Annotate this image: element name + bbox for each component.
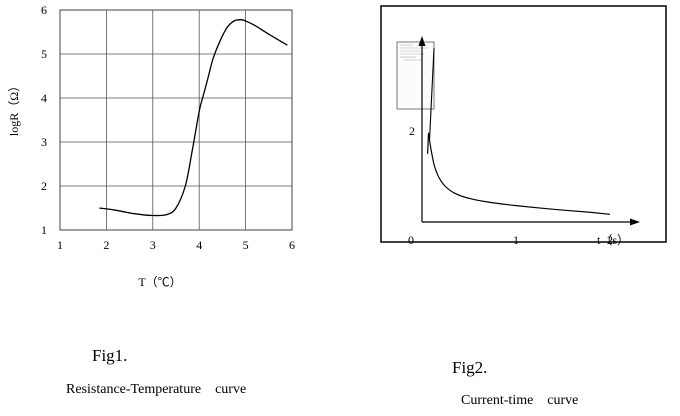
- fig1-x-axis-label: T（℃）: [138, 275, 181, 289]
- fig1-y-tick-label: 4: [41, 91, 47, 105]
- fig2-series-line: [427, 132, 611, 215]
- fig2-x-axis-label: t（s）: [597, 233, 629, 247]
- fig2-y-axis-arrowhead: [418, 36, 426, 46]
- fig2-inset-box: [396, 41, 435, 110]
- fig1-x-tick-label: 4: [196, 238, 202, 252]
- fig2-frame: [380, 5, 667, 243]
- fig1-series: [99, 19, 288, 217]
- fig2-inset-scribbles: [400, 44, 428, 61]
- fig1-x-tick-label: 3: [150, 238, 156, 252]
- fig1-x-tick-label: 1: [57, 238, 63, 252]
- fig2-subcaption: Current-time curve: [461, 393, 578, 408]
- fig1-y-tick-label: 3: [41, 135, 47, 149]
- fig1-x-tick-label: 6: [289, 238, 295, 252]
- fig1-y-tick-labels: 1 2 3 4 5 6: [41, 3, 47, 237]
- fig2-x-axis-arrowhead: [630, 218, 640, 226]
- fig1-plot-frame: [59, 9, 293, 231]
- fig1-y-tick-label: 5: [41, 47, 47, 61]
- fig1-series-line: [99, 19, 288, 217]
- fig1-caption: Fig1.: [92, 346, 127, 365]
- fig1-x-tick-label: 5: [243, 238, 249, 252]
- fig1-grid: [59, 9, 293, 231]
- fig2-origin-label: 0: [408, 233, 414, 247]
- fig2-x-tick-label: 1: [513, 233, 519, 247]
- fig1-y-tick-label: 2: [41, 179, 47, 193]
- fig1-x-tick-label: 2: [103, 238, 109, 252]
- fig2-series: [427, 47, 611, 215]
- fig1-chart: 1 2 3 4 5 6 1 2 3 4 5 6 logR（Ω） T（℃） Fig1. Resista…: [7, 3, 295, 397]
- fig2-caption: Fig2.: [452, 358, 487, 377]
- fig1-y-tick-label: 1: [41, 223, 47, 237]
- fig2-y-tick-label: 2: [409, 124, 415, 138]
- fig1-y-axis-label: logR（Ω）: [7, 80, 21, 136]
- fig1-x-tick-labels: 1 2 3 4 5 6: [57, 238, 295, 252]
- fig2-y-tick-labels: 2: [409, 124, 415, 138]
- fig1-y-tick-label: 6: [41, 3, 47, 17]
- fig2-inset-leader: [428, 47, 435, 141]
- fig1-subcaption: Resistance-Temperature curve: [66, 382, 246, 397]
- fig2-x-tick-label: 2: [607, 233, 613, 247]
